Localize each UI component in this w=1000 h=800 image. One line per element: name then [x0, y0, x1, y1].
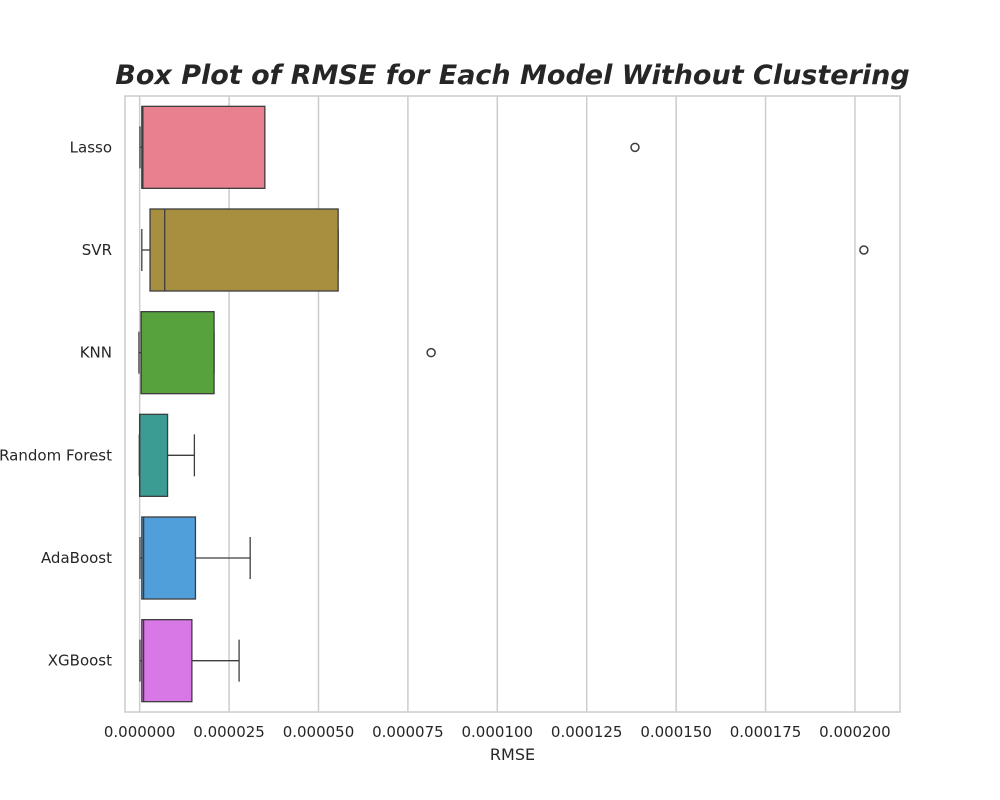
x-tick-label: 0.000100 [462, 723, 534, 741]
chart-title: Box Plot of RMSE for Each Model Without … [115, 60, 910, 91]
x-tick-label: 0.000000 [104, 723, 176, 741]
x-tick-label: 0.000075 [372, 723, 444, 741]
plot-frame [124, 95, 901, 713]
x-tick-label: 0.000050 [283, 723, 355, 741]
x-tick-label: 0.000200 [819, 723, 891, 741]
iqr-box [141, 105, 266, 189]
x-axis-label: RMSE [490, 745, 535, 764]
outlier-point [859, 245, 869, 255]
y-tick-label: XGBoost [48, 652, 112, 670]
iqr-box [149, 208, 339, 292]
box-group-random-forest [138, 413, 196, 497]
y-tick-label: Lasso [70, 138, 112, 156]
box-group-knn [138, 311, 436, 395]
x-tick-labels: 0.000000 0.000025 0.000050 0.000075 0.000100… [104, 723, 891, 741]
grid-lines [138, 96, 856, 712]
box-group-adaboost [139, 516, 251, 600]
box-layer [138, 105, 869, 703]
iqr-box [141, 516, 197, 600]
iqr-box [140, 311, 215, 395]
x-tick-label: 0.000150 [640, 723, 712, 741]
y-tick-label: SVR [82, 241, 112, 259]
outlier-point [426, 347, 436, 358]
y-tick-label: KNN [80, 344, 112, 362]
x-tick-label: 0.000125 [551, 723, 623, 741]
box-group-svr [141, 208, 869, 292]
y-tick-label: AdaBoost [41, 549, 112, 567]
x-tick-label: 0.000175 [730, 723, 802, 741]
y-tick-labels: Lasso SVR KNN Random Forest AdaBoost XGBoost [0, 138, 112, 669]
iqr-box [141, 619, 193, 703]
outlier-point [630, 142, 640, 153]
box-group-xgboost [139, 619, 240, 703]
box-group-lasso [139, 105, 640, 189]
iqr-box [139, 413, 169, 497]
y-tick-label: Random Forest [0, 446, 112, 464]
x-tick-label: 0.000025 [193, 723, 265, 741]
